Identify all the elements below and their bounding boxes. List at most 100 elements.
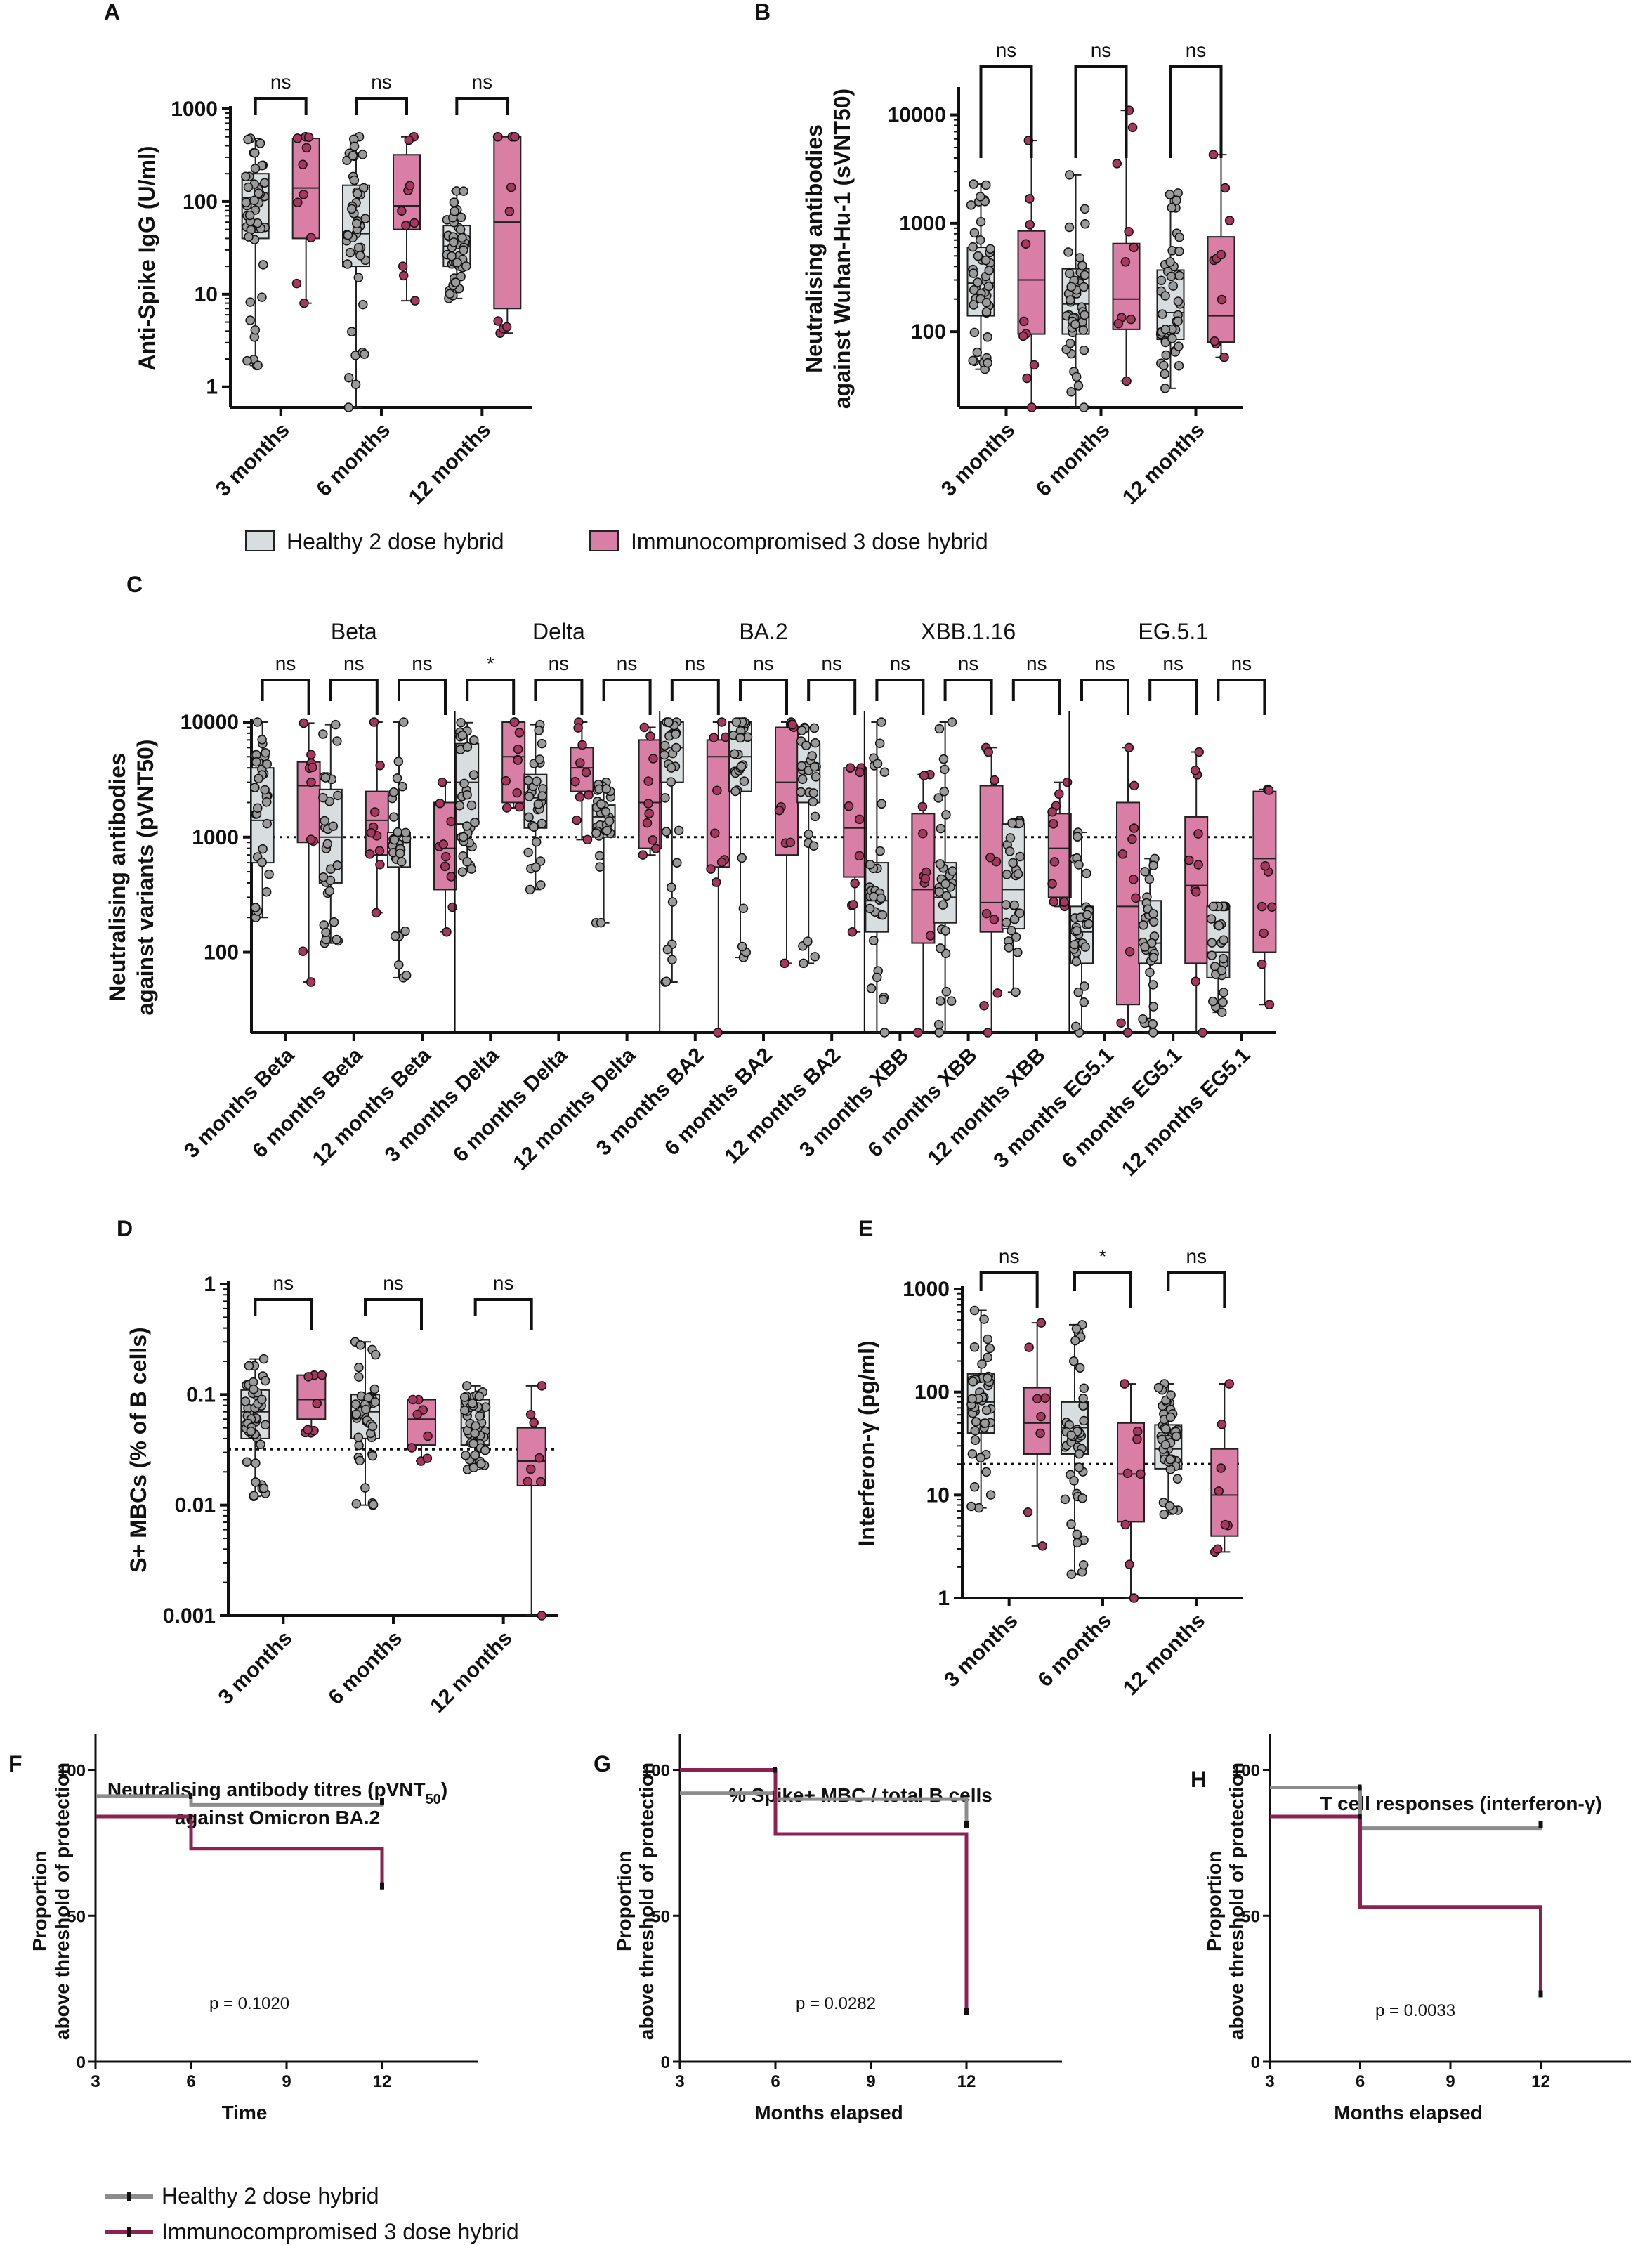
data-point (398, 717, 409, 727)
data-point (1082, 868, 1092, 879)
data-point (360, 1483, 370, 1493)
data-point (735, 733, 745, 743)
data-point (462, 856, 472, 867)
data-point (360, 214, 370, 223)
data-point (1172, 1474, 1183, 1484)
data-point (877, 717, 886, 727)
data-point (1025, 194, 1035, 204)
data-point (1007, 925, 1016, 936)
data-point (1002, 917, 1011, 928)
data-point (371, 1349, 381, 1360)
significance-label: ns (273, 1272, 294, 1294)
data-point (440, 861, 450, 872)
box-immunocompromised (706, 739, 730, 868)
data-point (456, 212, 466, 223)
data-point (1073, 987, 1084, 997)
data-point (981, 297, 992, 308)
data-point (972, 347, 983, 358)
data-point (1174, 247, 1184, 256)
x-tick-label: 3 months (937, 419, 1020, 502)
data-point (468, 1439, 478, 1449)
data-point (666, 777, 676, 787)
y-axis-label: Proportion (1203, 1851, 1225, 1951)
data-point (1073, 832, 1082, 842)
data-point (493, 131, 503, 142)
data-point (808, 797, 818, 807)
data-point (537, 1611, 547, 1621)
y-tick-label: 0.001 (163, 1604, 216, 1628)
x-tick-label: 6 (186, 2072, 195, 2091)
data-point (446, 816, 456, 827)
data-point (1138, 1014, 1148, 1024)
data-point (1259, 928, 1268, 938)
data-point (320, 773, 331, 783)
data-point (524, 812, 534, 823)
data-point (466, 864, 477, 874)
data-point (261, 747, 270, 758)
data-point (709, 733, 719, 742)
y-tick-label: 1 (938, 1587, 950, 1610)
data-point (981, 1467, 991, 1477)
data-point (355, 1455, 365, 1466)
data-point (1129, 1593, 1139, 1603)
data-point (643, 776, 653, 786)
data-point (1074, 1448, 1084, 1459)
y-axis-label: Interferon-γ (pg/ml) (854, 1340, 879, 1546)
data-point (303, 1372, 313, 1382)
y-axis-label: against Wuhan-Hu-1 (sVNT50) (830, 89, 855, 409)
significance-bracket (398, 679, 447, 715)
data-point (532, 776, 542, 786)
significance-bracket (329, 679, 379, 715)
data-point (573, 723, 583, 733)
data-point (423, 1431, 433, 1441)
data-point (353, 273, 364, 282)
data-point (667, 955, 677, 964)
data-point (393, 757, 404, 766)
data-point (459, 778, 469, 789)
y-axis-label: against variants (pVNT50) (133, 740, 158, 1016)
significance-bracket (1074, 65, 1128, 158)
data-point (1257, 959, 1267, 969)
data-point (242, 355, 252, 366)
data-point (1168, 281, 1179, 291)
data-point (318, 872, 329, 882)
data-point (1066, 339, 1075, 348)
data-point (1167, 202, 1176, 213)
data-point (1009, 914, 1020, 924)
y-tick-label: 50 (651, 1907, 670, 1926)
data-point (981, 180, 991, 190)
data-point (344, 372, 354, 383)
data-point (501, 322, 512, 332)
data-point (361, 1404, 371, 1415)
data-point (595, 862, 605, 872)
data-point (711, 877, 721, 887)
data-point (355, 251, 365, 261)
data-point (1048, 819, 1058, 829)
data-point (318, 792, 328, 803)
data-point (582, 834, 593, 845)
data-point (437, 777, 447, 787)
data-point (396, 856, 407, 867)
data-point (1173, 296, 1184, 306)
data-point (941, 986, 952, 997)
data-point (1148, 909, 1158, 919)
significance-label: ns (1231, 653, 1252, 674)
censor-mark (189, 1814, 192, 1820)
data-point (808, 788, 819, 798)
data-point (645, 731, 655, 741)
data-point (643, 799, 653, 809)
data-point (461, 1451, 471, 1460)
data-point (1019, 316, 1029, 327)
data-point (969, 1342, 980, 1352)
censor-mark (1538, 1990, 1543, 1998)
data-point (308, 762, 317, 773)
significance-bracket (466, 679, 516, 715)
variant-group-label: Beta (331, 619, 377, 644)
data-point (1036, 1318, 1047, 1328)
data-point (303, 132, 314, 143)
data-point (468, 1462, 479, 1473)
data-point (1194, 747, 1204, 757)
data-point (966, 1501, 976, 1512)
data-point (596, 799, 606, 809)
data-point (350, 379, 361, 389)
